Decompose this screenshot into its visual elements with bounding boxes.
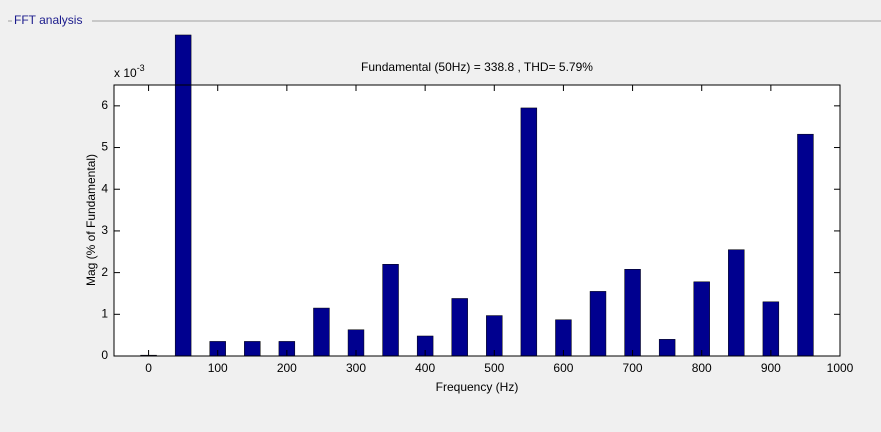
- bar: [658, 339, 676, 357]
- bar: [728, 249, 745, 357]
- axes-box: [113, 84, 841, 357]
- bar: [244, 341, 261, 357]
- y-multiplier-exponent: -3: [137, 63, 145, 73]
- plot-area: [114, 85, 840, 356]
- x-tick-label: 800: [692, 361, 712, 375]
- x-tick-label: 500: [484, 361, 504, 375]
- x-tick-label: 1000: [827, 361, 854, 375]
- x-tick-label: 200: [277, 361, 297, 375]
- bar: [382, 264, 399, 357]
- y-tick-label: 3: [101, 223, 108, 237]
- bar: [589, 291, 607, 357]
- bar: [486, 315, 503, 357]
- x-tick-label: 300: [346, 361, 366, 375]
- bar: [693, 281, 710, 357]
- x-tick-label: 700: [623, 361, 643, 375]
- x-tick-label: 900: [761, 361, 781, 375]
- y-multiplier-base: x 10: [114, 66, 137, 80]
- bar: [313, 307, 330, 357]
- bar: [451, 298, 468, 357]
- y-axis-label: Mag (% of Fundamental): [84, 154, 98, 286]
- y-tick-label: 1: [101, 306, 108, 320]
- x-tick-label: 100: [208, 361, 228, 375]
- y-tick-label: 5: [101, 140, 108, 154]
- bar: [520, 107, 538, 357]
- y-multiplier: x 10-3: [114, 63, 145, 80]
- bar: [797, 133, 814, 357]
- y-tick-label: 4: [101, 181, 108, 195]
- bar: [762, 301, 780, 357]
- x-tick-label: 400: [415, 361, 435, 375]
- y-tick-label: 2: [101, 265, 108, 279]
- y-tick-label: 0: [101, 348, 108, 362]
- bar: [174, 34, 192, 357]
- panel-title: FFT analysis: [14, 13, 82, 27]
- x-tick-label: 600: [553, 361, 573, 375]
- y-tick-label: 6: [101, 98, 108, 112]
- x-axis-label: Frequency (Hz): [436, 380, 519, 394]
- bar: [624, 269, 641, 357]
- chart-title: Fundamental (50Hz) = 338.8 , THD= 5.79%: [361, 60, 593, 74]
- x-tick-label: 0: [145, 361, 152, 375]
